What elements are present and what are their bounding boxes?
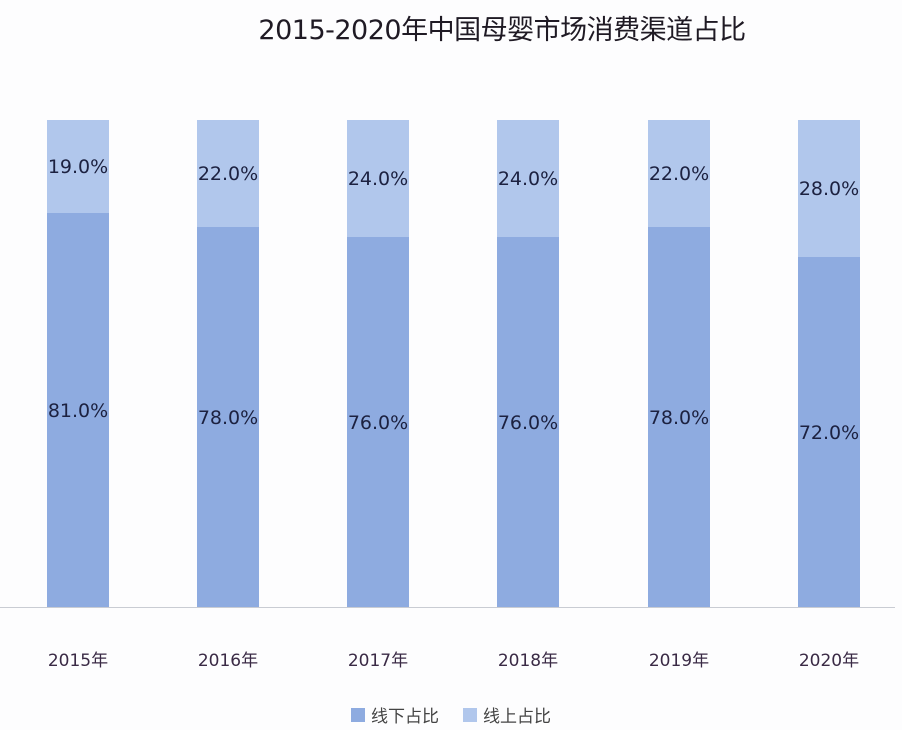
- legend-label: 线下占比: [371, 707, 439, 727]
- data-label-offline: 76.0%: [497, 412, 559, 434]
- bar-2019: 22.0% 78.0%: [648, 120, 710, 608]
- legend-swatch-online-icon: [463, 707, 477, 722]
- bar-segment-online: [47, 120, 109, 213]
- bar-2015: 19.0% 81.0%: [47, 120, 109, 608]
- bar-2017: 24.0% 76.0%: [347, 120, 409, 608]
- data-label-online: 19.0%: [47, 156, 109, 178]
- data-label-online: 28.0%: [798, 178, 860, 200]
- chart-title: 2015-2020年中国母婴市场消费渠道占比: [258, 15, 746, 46]
- data-label-offline: 78.0%: [197, 407, 259, 429]
- x-tick-label: 2018年: [497, 651, 559, 671]
- x-tick-label: 2015年: [47, 651, 109, 671]
- bar-segment-offline: [497, 237, 559, 608]
- data-label-online: 24.0%: [497, 168, 559, 190]
- bar-segment-online: [197, 120, 259, 227]
- data-label-offline: 76.0%: [347, 412, 409, 434]
- data-label-online: 22.0%: [197, 163, 259, 185]
- bar-segment-offline: [798, 257, 860, 608]
- x-tick-label: 2017年: [347, 651, 409, 671]
- bar-segment-offline: [347, 237, 409, 608]
- x-tick-label: 2019年: [648, 651, 710, 671]
- data-label-offline: 72.0%: [798, 422, 860, 444]
- x-tick-label: 2020年: [798, 651, 860, 671]
- bar-segment-online: [347, 120, 409, 237]
- legend: 线下占比 线上占比: [0, 702, 902, 727]
- bar-segment-online: [497, 120, 559, 237]
- data-label-online: 24.0%: [347, 168, 409, 190]
- x-axis-line: [0, 607, 895, 608]
- bar-segment-online: [798, 120, 860, 257]
- x-tick-label: 2016年: [197, 651, 259, 671]
- bar-segment-offline: [648, 227, 710, 608]
- legend-swatch-offline-icon: [351, 707, 365, 722]
- bar-2018: 24.0% 76.0%: [497, 120, 559, 608]
- bar-segment-offline: [197, 227, 259, 608]
- bar-2020: 28.0% 72.0%: [798, 120, 860, 608]
- data-label-online: 22.0%: [648, 163, 710, 185]
- bar-segment-online: [648, 120, 710, 227]
- data-label-offline: 78.0%: [648, 407, 710, 429]
- legend-item-online[interactable]: 线上占比: [463, 702, 551, 727]
- legend-item-offline[interactable]: 线下占比: [351, 702, 439, 727]
- data-label-offline: 81.0%: [47, 400, 109, 422]
- plot-area: 19.0% 81.0% 22.0% 78.0% 24.0% 76.0% 24.0…: [0, 120, 902, 608]
- bar-segment-offline: [47, 213, 109, 608]
- legend-label: 线上占比: [483, 707, 551, 727]
- bar-2016: 22.0% 78.0%: [197, 120, 259, 608]
